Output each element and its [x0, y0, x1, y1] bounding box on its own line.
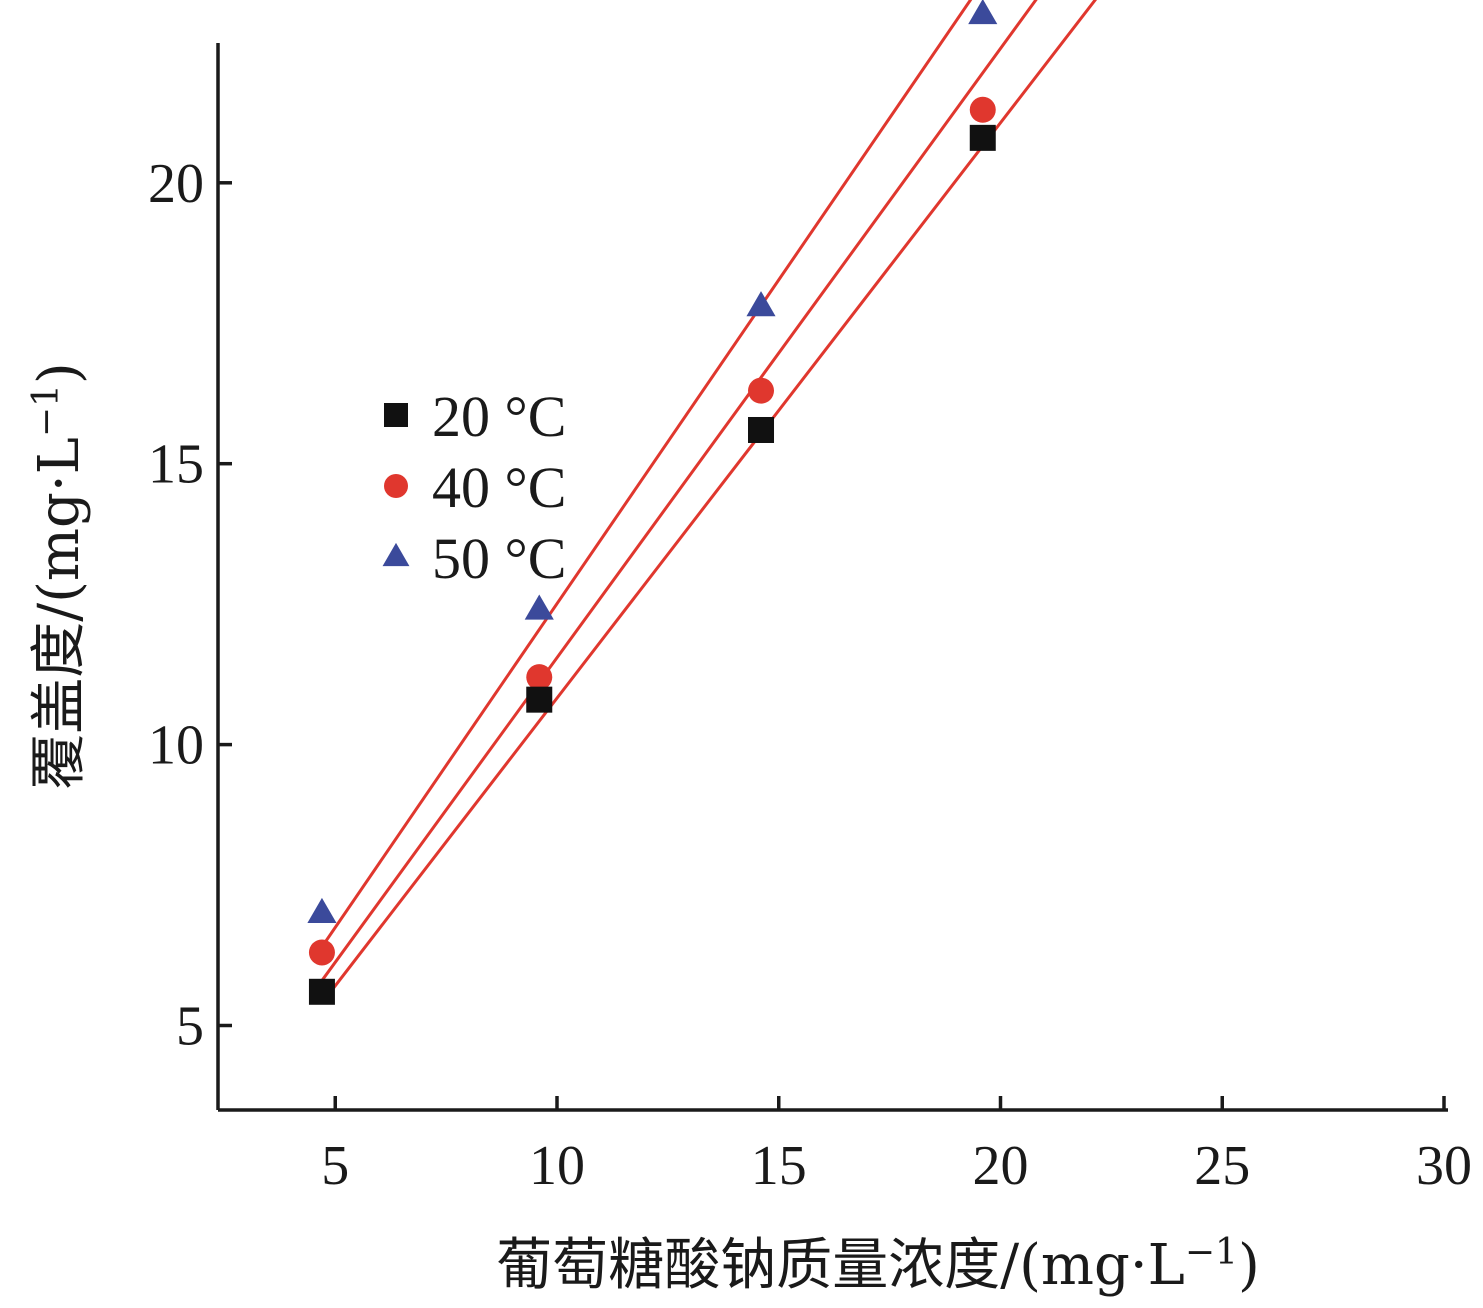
x-axis-title-close: ) [1238, 1233, 1260, 1298]
point-series-1-1 [526, 664, 553, 691]
fit-lines [320, 0, 1098, 1004]
y-tick-label-10: 10 [148, 715, 204, 777]
point-series-0-1 [526, 686, 553, 713]
point-series-2-2 [746, 291, 776, 317]
y-axis-title-close: ) [27, 362, 92, 384]
point-series-1-3 [969, 96, 996, 123]
legend-marker-0 [384, 403, 408, 427]
fit-line-series-2 [320, 0, 973, 948]
fit-line-series-0 [320, 0, 1098, 1004]
axes [216, 43, 1448, 1112]
y-tick-label-15: 15 [148, 434, 204, 496]
legend-marker-2 [382, 542, 410, 567]
y-axis-title-sup: −1 [26, 384, 67, 437]
point-series-2-3 [968, 0, 998, 25]
y-tick-label-20: 20 [148, 153, 204, 215]
y-axis-title-main: 覆盖度/(mg·L [27, 437, 92, 790]
legend-marker-1 [384, 474, 408, 498]
point-series-2-0 [307, 897, 337, 924]
x-axis-title: 葡萄糖酸钠质量浓度/(mg·L−1) [496, 1232, 1260, 1299]
legend-label-0: 20 °C [432, 384, 566, 449]
data-points [307, 0, 998, 1005]
x-tick-label-30: 30 [1416, 1135, 1472, 1197]
fit-line-series-1 [320, 0, 1038, 982]
point-series-0-2 [748, 416, 775, 443]
legend: 20 °C40 °C50 °C [382, 384, 566, 591]
point-series-1-0 [308, 939, 335, 966]
x-tick-label-10: 10 [529, 1135, 585, 1197]
x-tick-label-15: 15 [751, 1135, 807, 1197]
point-series-2-1 [524, 594, 554, 620]
x-tick-label-5: 5 [321, 1135, 349, 1197]
legend-label-2: 50 °C [432, 526, 566, 591]
x-axis-title-main: 葡萄糖酸钠质量浓度/(mg·L [496, 1233, 1185, 1298]
ticks: 51015202530354051015202530 [148, 153, 1472, 1197]
point-series-0-3 [969, 124, 996, 151]
y-axis-title: 覆盖度/(mg·L−1) [26, 362, 93, 790]
x-tick-label-20: 20 [973, 1135, 1029, 1197]
y-tick-label-5: 5 [176, 996, 204, 1058]
point-series-1-2 [748, 377, 775, 404]
legend-label-1: 40 °C [432, 455, 566, 520]
point-series-0-0 [308, 978, 335, 1005]
x-axis-title-sup: −1 [1185, 1232, 1238, 1273]
x-tick-label-25: 25 [1194, 1135, 1250, 1197]
